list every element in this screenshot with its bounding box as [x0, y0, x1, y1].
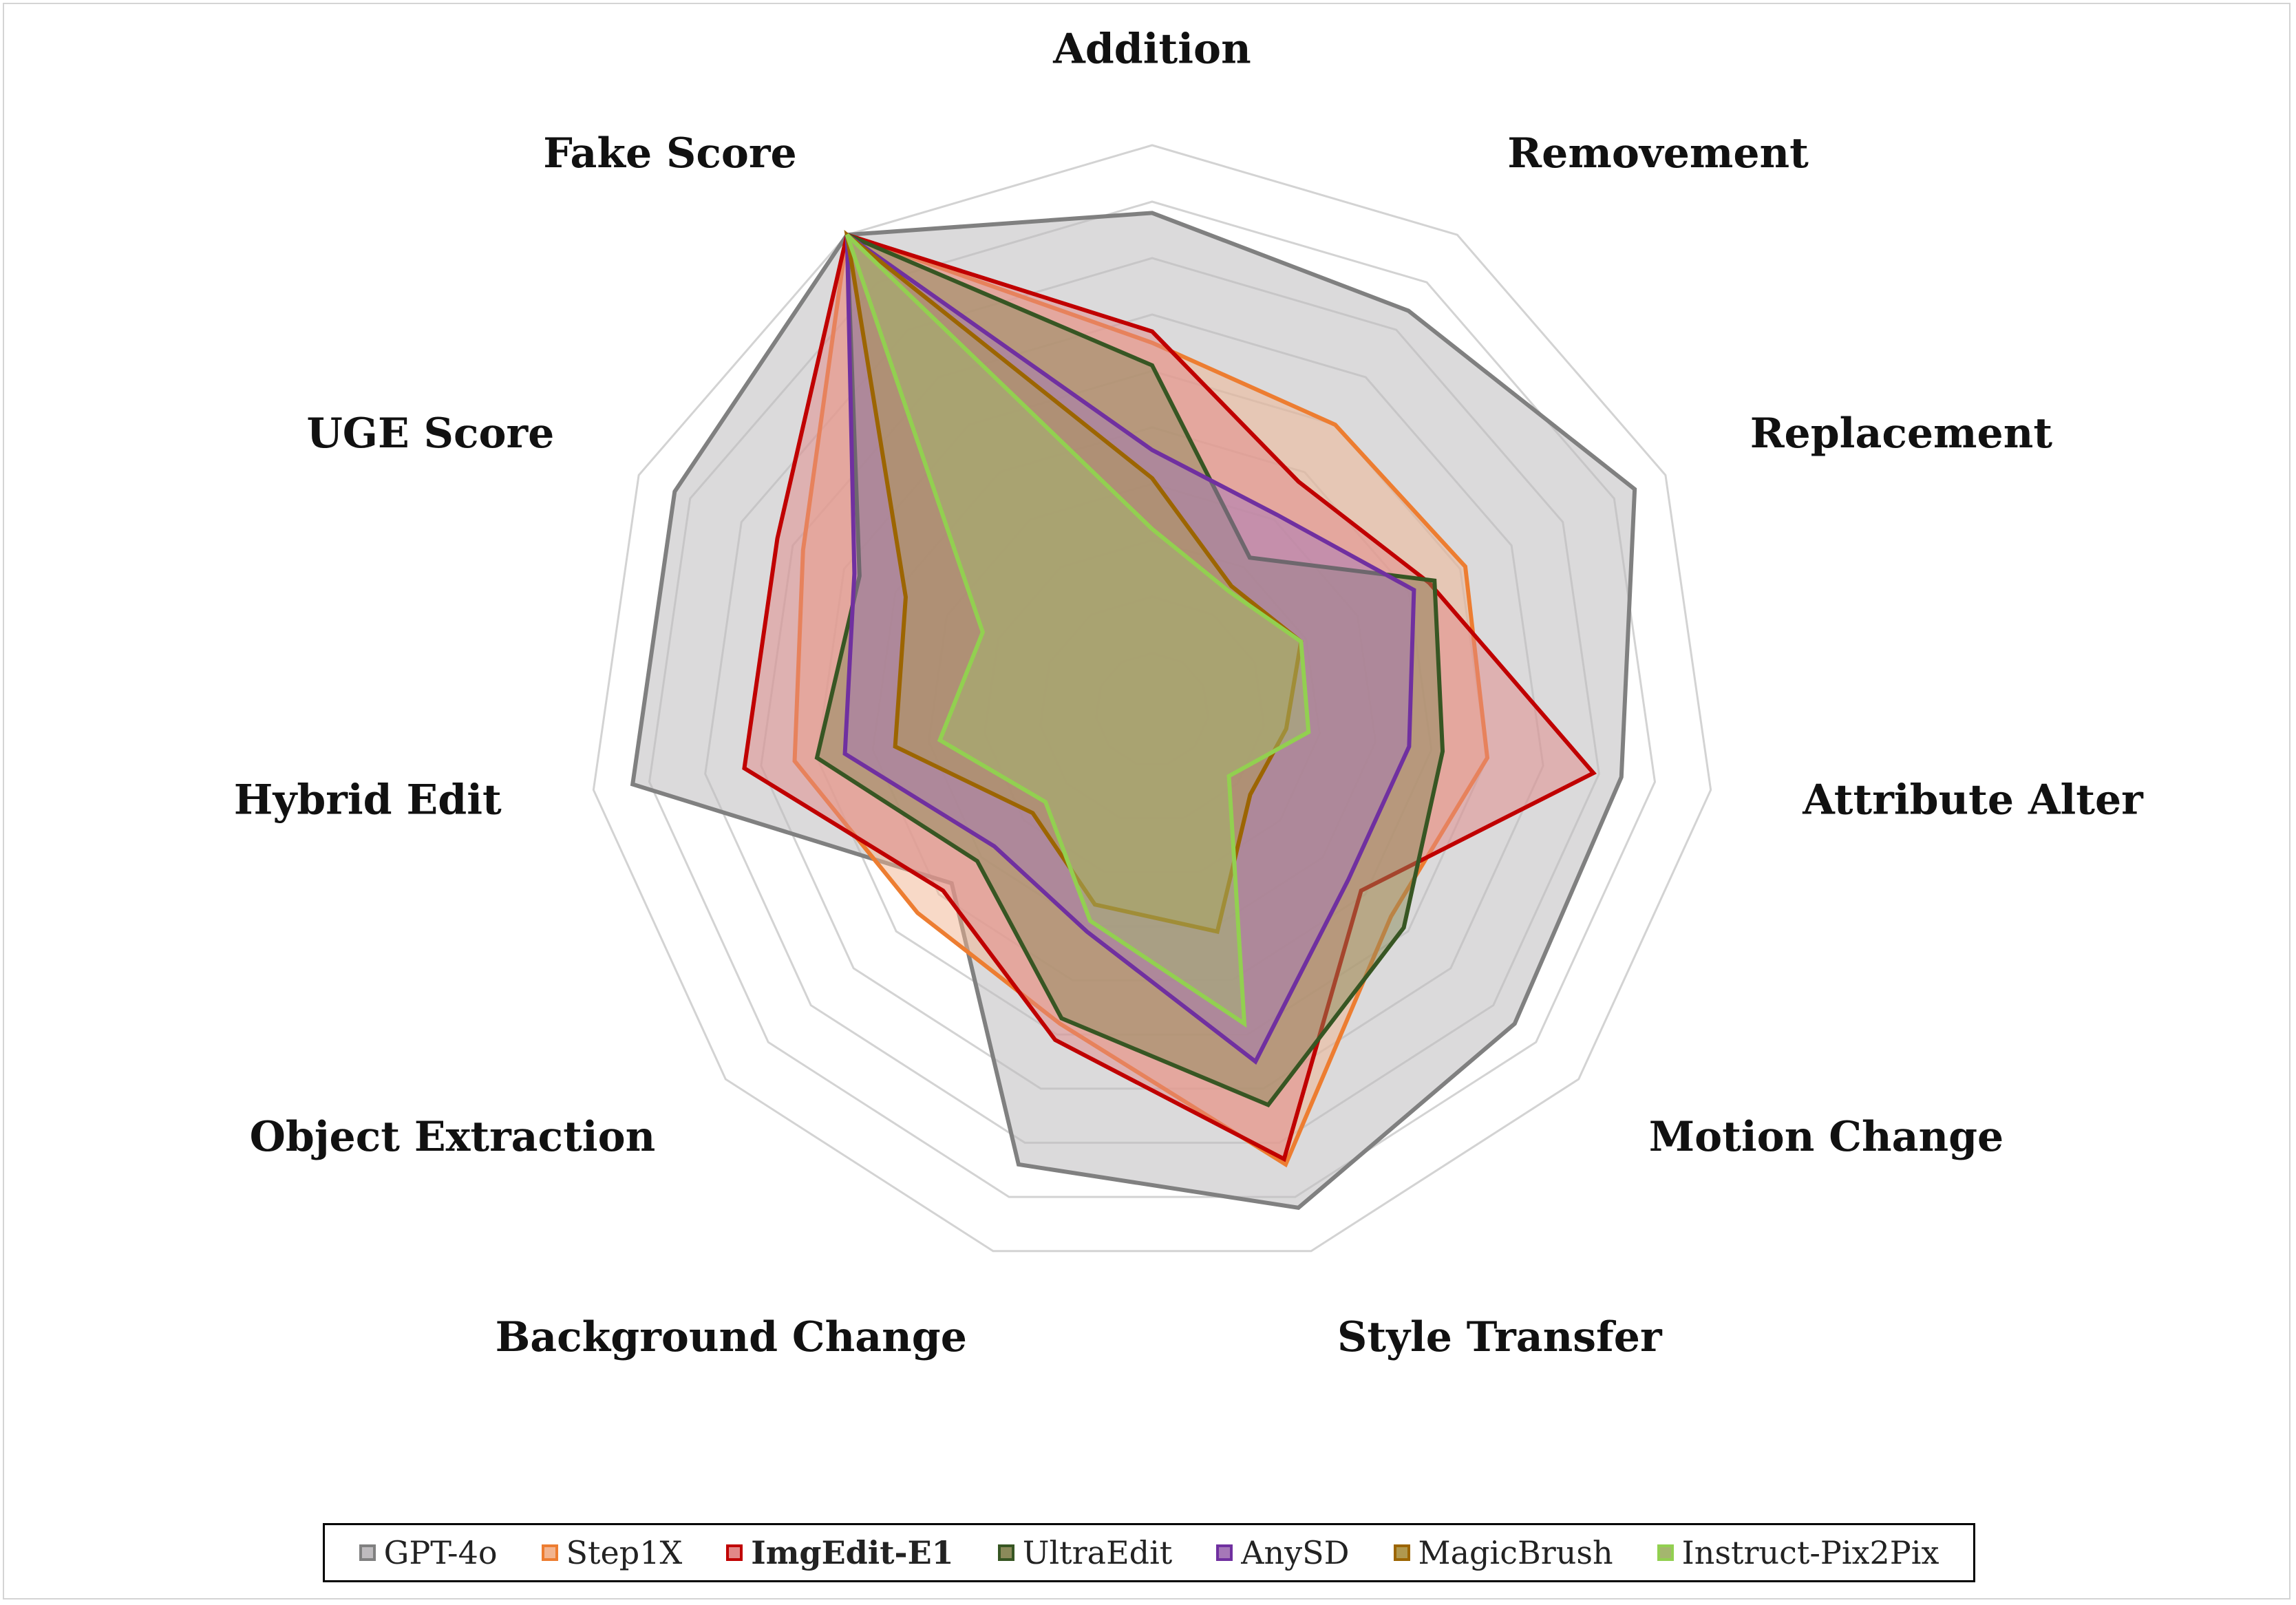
axis-label-replacement: Replacement	[1750, 410, 2053, 458]
axis-label-style-transfer: Style Transfer	[1337, 1313, 1663, 1361]
axis-label-layer: Addition Removement Replacement Attribute A…	[234, 25, 2144, 1361]
axis-label-background-change: Background Change	[496, 1313, 967, 1361]
legend-swatch	[1657, 1544, 1674, 1561]
legend-swatch	[541, 1544, 558, 1561]
axis-label-uge-score: UGE Score	[306, 410, 554, 458]
legend: GPT-4o Step1X ImgEdit-E1 UltraEdit AnySD Magi…	[323, 1523, 1975, 1582]
legend-label: AnySD	[1241, 1534, 1350, 1571]
chart-frame: Addition Removement Replacement Attribute A…	[3, 3, 2290, 1599]
legend-label: Step1X	[566, 1534, 683, 1571]
legend-label: ImgEdit-E1	[751, 1534, 954, 1571]
axis-label-motion-change: Motion Change	[1649, 1113, 2003, 1161]
legend-label: Instruct-Pix2Pix	[1681, 1534, 1939, 1571]
legend-swatch	[997, 1544, 1014, 1561]
legend-item-step1x: Step1X	[541, 1534, 683, 1571]
series-instruct-pix2pix	[844, 233, 1311, 1028]
legend-item-magicbrush: MagicBrush	[1393, 1534, 1613, 1571]
legend-item-instruct-pix2pix: Instruct-Pix2Pix	[1657, 1534, 1939, 1571]
radar-chart: Addition Removement Replacement Attribute A…	[234, 25, 2144, 1361]
legend-item-anysd: AnySD	[1216, 1534, 1350, 1571]
legend-swatch	[726, 1544, 743, 1561]
axis-label-hybrid-edit: Hybrid Edit	[234, 776, 502, 824]
axis-label-attribute-alter: Attribute Alter	[1802, 776, 2144, 824]
series-layer	[630, 211, 1637, 1211]
legend-label: MagicBrush	[1418, 1534, 1613, 1571]
legend-item-imgedit-e1: ImgEdit-E1	[726, 1534, 954, 1571]
grid-ring-10	[592, 144, 1712, 1253]
legend-label: GPT-4o	[383, 1534, 498, 1571]
axis-label-addition: Addition	[1052, 25, 1251, 74]
axis-label-removement: Removement	[1507, 129, 1809, 178]
axis-label-object-extraction: Object Extraction	[250, 1113, 656, 1161]
axis-label-fake-score: Fake Score	[543, 129, 797, 178]
legend-item-gpt-4o: GPT-4o	[359, 1534, 498, 1571]
legend-swatch	[1216, 1544, 1233, 1561]
legend-swatch	[359, 1544, 376, 1561]
legend-label: UltraEdit	[1022, 1534, 1173, 1571]
legend-item-ultraedit: UltraEdit	[997, 1534, 1173, 1571]
legend-swatch	[1393, 1544, 1410, 1561]
